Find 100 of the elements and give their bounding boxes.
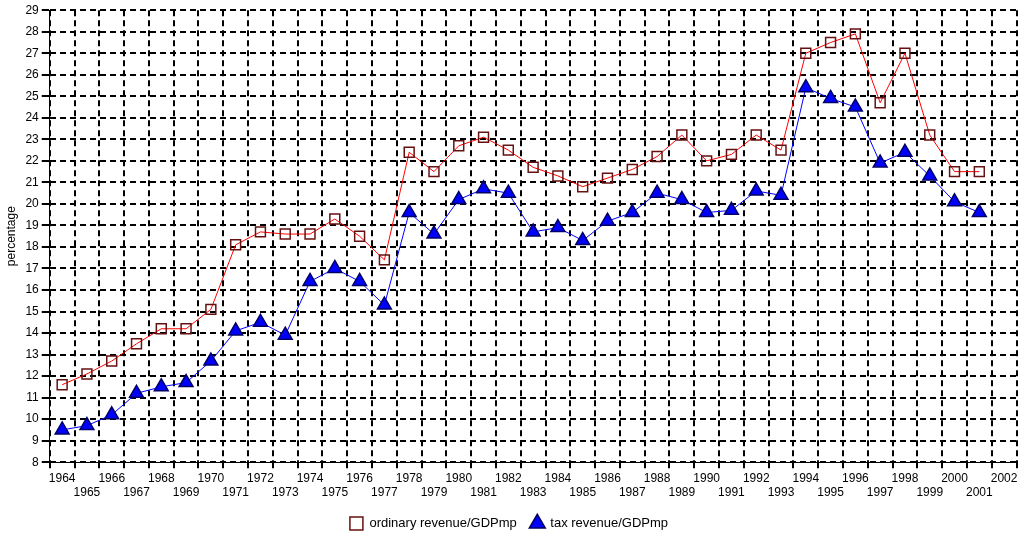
point	[946, 193, 963, 207]
x-tick-label: 1983	[519, 485, 547, 500]
y-tick-label: 23	[25, 131, 40, 146]
x-tick-label: 1985	[569, 485, 597, 500]
y-tick-label: 20	[25, 196, 40, 211]
x-tick-label: 1982	[494, 470, 523, 485]
point	[426, 225, 442, 239]
x-tick-label: 1966	[98, 470, 126, 485]
x-tick-label: 1990	[693, 470, 721, 485]
point	[575, 231, 591, 246]
y-tick-label: 18	[25, 239, 40, 254]
point	[872, 154, 888, 168]
point	[128, 384, 145, 399]
point	[227, 322, 244, 336]
point	[475, 180, 492, 194]
point	[674, 190, 690, 205]
y-tick-label: 11	[26, 389, 40, 404]
point	[624, 203, 640, 218]
point	[451, 190, 467, 205]
point	[847, 98, 864, 112]
point	[971, 203, 987, 218]
x-tick-label: 1996	[842, 470, 870, 485]
x-tick-label: 1979	[420, 485, 448, 500]
y-tick-label: 8	[32, 454, 40, 469]
y-tick-label: 24	[25, 110, 40, 125]
x-tick-label: 1999	[916, 485, 944, 500]
point	[203, 352, 219, 366]
x-tick-label: 1967	[123, 485, 151, 500]
x-tick-label: 2000	[941, 470, 969, 485]
y-tick-label: 28	[25, 24, 40, 39]
point	[773, 186, 789, 201]
point	[897, 143, 913, 158]
x-tick-label: 1968	[147, 470, 175, 485]
y-tick-label: 15	[25, 303, 40, 318]
legend-label: tax revenue/GDPmp	[550, 515, 669, 531]
x-tick-label: 1972	[247, 470, 275, 485]
y-tick-label: 10	[25, 411, 40, 426]
x-tick-label: 1977	[371, 485, 399, 500]
y-tick-label: 19	[25, 217, 40, 232]
x-tick-label: 1992	[742, 470, 770, 485]
x-tick-label: 1991	[718, 485, 746, 500]
x-tick-label: 1974	[296, 470, 324, 485]
x-tick-label: 1993	[767, 485, 795, 500]
x-tick-label: 1986	[594, 470, 622, 485]
point	[178, 373, 194, 388]
y-tick-label: 26	[25, 67, 40, 82]
point	[599, 212, 616, 226]
point	[376, 296, 393, 310]
y-tick-label: 12	[25, 368, 40, 383]
point	[525, 223, 541, 237]
y-tick-label: 16	[25, 282, 40, 297]
x-tick-label: 1978	[395, 470, 423, 485]
point	[922, 167, 938, 181]
y-tick-label: 29	[25, 2, 40, 17]
x-tick-label: 1965	[73, 485, 101, 500]
y-tick-label: 22	[25, 153, 40, 168]
point	[723, 201, 740, 216]
x-tick-label: 1989	[668, 485, 696, 500]
x-tick-label: 1987	[618, 485, 646, 500]
point	[302, 272, 318, 287]
x-tick-label: 1970	[197, 470, 225, 485]
point	[401, 203, 417, 218]
y-tick-label: 9	[32, 432, 40, 447]
x-tick-label: 1995	[817, 485, 845, 500]
point	[822, 89, 839, 104]
y-tick-label: 27	[25, 45, 40, 60]
point	[798, 78, 814, 93]
point	[104, 406, 120, 420]
x-tick-label: 2001	[965, 485, 993, 500]
x-tick-label: 1976	[346, 470, 374, 485]
point	[277, 326, 293, 340]
x-tick-label: 1981	[470, 485, 498, 500]
y-tick-label: 25	[25, 88, 40, 103]
point	[54, 421, 70, 435]
x-tick-label: 1994	[792, 470, 820, 485]
x-tick-label: 1969	[172, 485, 200, 500]
legend-label: ordinary revenue/GDPmp	[369, 515, 517, 531]
point	[153, 378, 169, 392]
y-tick-label: 14	[25, 325, 40, 340]
point	[748, 182, 764, 196]
point	[500, 184, 517, 198]
x-tick-label: 1997	[866, 485, 894, 500]
point	[252, 313, 269, 328]
y-axis-title: percentage	[3, 205, 18, 267]
y-tick-label: 21	[25, 174, 40, 189]
point	[649, 184, 665, 198]
x-tick-label: 2002	[990, 470, 1018, 485]
y-tick-label: 17	[25, 260, 40, 275]
x-tick-label: 1975	[321, 485, 349, 500]
point	[327, 259, 343, 274]
x-tick-label: 1964	[48, 470, 76, 485]
x-tick-label: 1988	[643, 470, 671, 485]
x-tick-label: 1971	[222, 485, 250, 500]
point	[351, 272, 368, 287]
x-tick-label: 1998	[891, 470, 919, 485]
point	[79, 416, 95, 431]
x-tick-label: 1980	[445, 470, 473, 485]
point	[550, 218, 566, 233]
point	[698, 203, 715, 218]
x-tick-label: 1984	[544, 470, 572, 485]
